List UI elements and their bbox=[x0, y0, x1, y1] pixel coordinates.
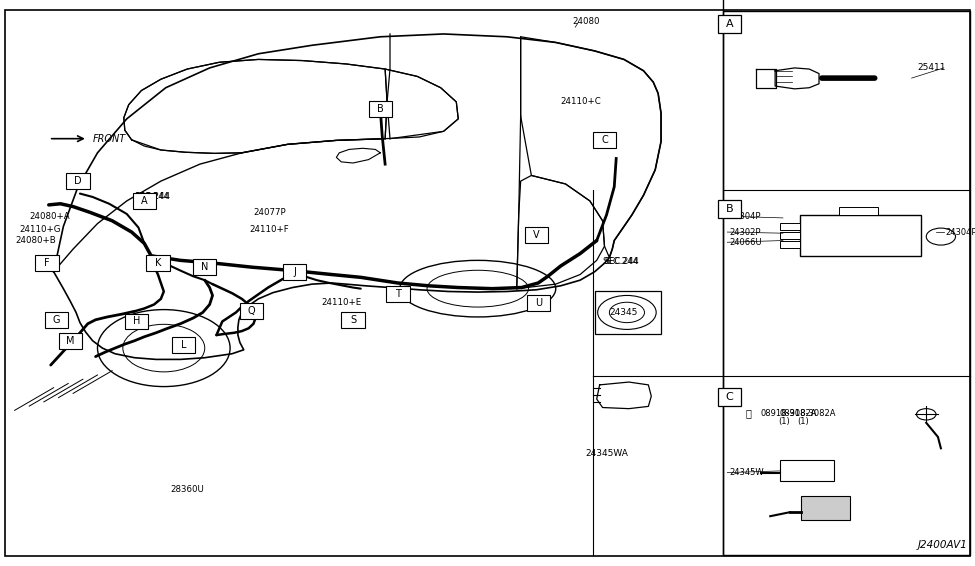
Text: SEC.244: SEC.244 bbox=[135, 192, 171, 201]
FancyBboxPatch shape bbox=[718, 388, 741, 406]
Text: 25411: 25411 bbox=[917, 63, 946, 72]
Text: FRONT: FRONT bbox=[93, 134, 126, 144]
Bar bbox=[780, 223, 799, 230]
FancyBboxPatch shape bbox=[525, 227, 548, 243]
Text: J2400AV1: J2400AV1 bbox=[917, 540, 967, 550]
FancyBboxPatch shape bbox=[341, 312, 365, 328]
FancyBboxPatch shape bbox=[718, 15, 741, 33]
Bar bbox=[723, 11, 970, 555]
Text: M: M bbox=[66, 336, 74, 346]
Text: B: B bbox=[377, 104, 383, 114]
Text: 24080+B: 24080+B bbox=[16, 236, 57, 245]
FancyBboxPatch shape bbox=[240, 303, 263, 319]
Text: H: H bbox=[133, 316, 140, 327]
Text: 24304P: 24304P bbox=[946, 228, 975, 237]
Text: 24345: 24345 bbox=[609, 308, 639, 317]
Text: 24110+C: 24110+C bbox=[561, 97, 602, 106]
Text: N: N bbox=[201, 262, 209, 272]
Text: (1): (1) bbox=[798, 417, 809, 426]
Bar bbox=[780, 460, 834, 481]
FancyBboxPatch shape bbox=[283, 264, 306, 280]
FancyBboxPatch shape bbox=[66, 173, 90, 189]
Text: SEC.244: SEC.244 bbox=[603, 257, 639, 266]
Text: SEC.244: SEC.244 bbox=[604, 257, 640, 266]
Text: S: S bbox=[350, 315, 356, 325]
Bar bbox=[780, 232, 799, 239]
Text: F: F bbox=[44, 258, 50, 268]
Text: U: U bbox=[534, 298, 542, 308]
Text: 24080+A: 24080+A bbox=[29, 212, 70, 221]
Text: G: G bbox=[53, 315, 60, 325]
FancyBboxPatch shape bbox=[146, 255, 170, 271]
FancyBboxPatch shape bbox=[172, 337, 195, 353]
Text: 28360U: 28360U bbox=[171, 485, 205, 494]
FancyBboxPatch shape bbox=[45, 312, 68, 328]
Text: 24302P: 24302P bbox=[729, 228, 760, 237]
Text: T: T bbox=[395, 289, 401, 299]
FancyBboxPatch shape bbox=[58, 333, 82, 349]
FancyBboxPatch shape bbox=[369, 101, 392, 117]
Text: 24077P: 24077P bbox=[254, 208, 286, 217]
Text: D: D bbox=[74, 176, 82, 186]
Text: J: J bbox=[293, 267, 295, 277]
FancyBboxPatch shape bbox=[35, 255, 58, 271]
Text: 24304P: 24304P bbox=[729, 212, 760, 221]
FancyBboxPatch shape bbox=[593, 132, 616, 148]
FancyBboxPatch shape bbox=[718, 200, 741, 218]
Text: Q: Q bbox=[248, 306, 255, 316]
Text: Ⓑ: Ⓑ bbox=[746, 408, 752, 418]
Text: L: L bbox=[180, 340, 186, 350]
Text: C: C bbox=[602, 135, 607, 145]
Text: A: A bbox=[725, 19, 733, 29]
Bar bbox=[838, 207, 878, 215]
FancyBboxPatch shape bbox=[193, 259, 216, 275]
Text: 08918-3082A: 08918-3082A bbox=[760, 409, 817, 418]
Bar bbox=[780, 241, 799, 248]
Text: 24110+G: 24110+G bbox=[20, 225, 61, 234]
FancyBboxPatch shape bbox=[386, 286, 410, 302]
Text: SEC.244: SEC.244 bbox=[135, 192, 170, 201]
Text: 24110+E: 24110+E bbox=[322, 298, 362, 307]
FancyBboxPatch shape bbox=[125, 314, 148, 329]
Text: 24066U: 24066U bbox=[729, 238, 761, 247]
Text: B: B bbox=[725, 204, 733, 215]
FancyBboxPatch shape bbox=[526, 295, 550, 311]
Text: (1): (1) bbox=[778, 417, 790, 426]
Text: A: A bbox=[141, 196, 147, 206]
Text: 24080: 24080 bbox=[572, 17, 600, 26]
Text: 08918-3082A: 08918-3082A bbox=[780, 409, 837, 418]
Text: 24345WA: 24345WA bbox=[585, 449, 628, 458]
Text: C: C bbox=[725, 392, 733, 402]
Text: K: K bbox=[155, 258, 161, 268]
FancyBboxPatch shape bbox=[133, 193, 156, 209]
Bar bbox=[800, 215, 921, 256]
Bar bbox=[801, 496, 850, 520]
Text: 24110+F: 24110+F bbox=[250, 225, 290, 234]
Bar bbox=[595, 291, 661, 334]
Text: V: V bbox=[533, 230, 539, 240]
Text: 24345W: 24345W bbox=[729, 468, 764, 477]
